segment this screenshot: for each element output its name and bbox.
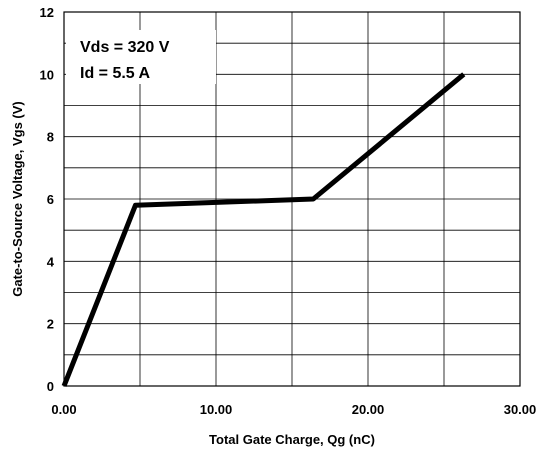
series-layer [61,72,466,387]
y-axis-ticks: 0 2 4 6 8 10 12 [40,5,55,394]
plot-area-frame [63,11,521,387]
y-tick-label: 0 [47,379,54,394]
y-tick-label: 10 [40,67,54,82]
x-tick-label: 10.00 [200,402,233,417]
y-tick-label: 6 [47,192,54,207]
y-tick-label: 8 [47,130,54,145]
annotation-vds: Vds = 320 V [80,39,170,56]
annotation-id: Id = 5.5 A [80,65,151,82]
y-axis-title: Gate-to-Source Voltage, Vgs (V) [10,101,25,297]
y-tick-label: 12 [40,5,54,20]
x-tick-label: 0.00 [51,402,76,417]
x-axis-title: Total Gate Charge, Qg (nC) [209,432,375,447]
annotation-box [66,30,216,84]
x-tick-label: 20.00 [352,402,385,417]
x-axis-ticks: 0.00 10.00 20.00 30.00 [51,402,536,417]
x-tick-label: 30.00 [504,402,537,417]
y-tick-label: 2 [47,317,54,332]
series-line [61,72,466,387]
y-tick-label: 4 [47,254,55,269]
